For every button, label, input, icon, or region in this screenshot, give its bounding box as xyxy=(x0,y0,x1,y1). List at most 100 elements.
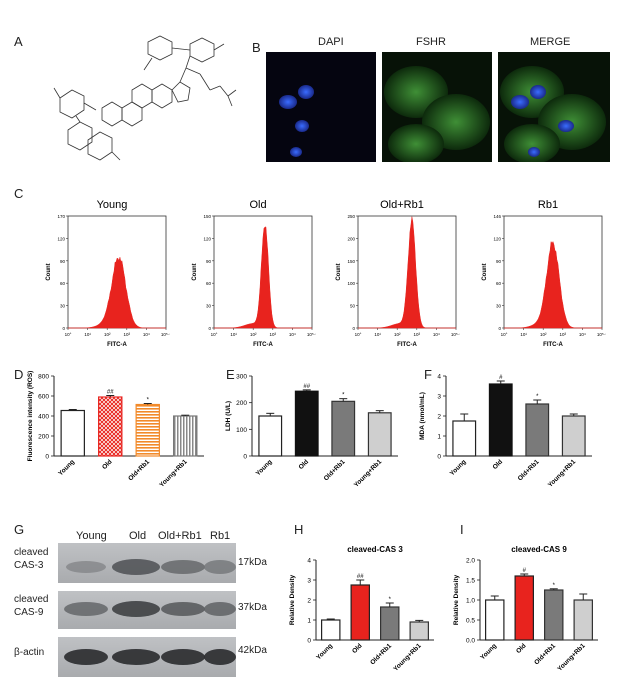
western-blot: Young Old Old+Rb1 Rb1 cleaved CAS-3 clea… xyxy=(14,527,292,692)
x-tick-label: Old+Rb1 xyxy=(127,458,151,482)
flow-ytick-label: 170 xyxy=(57,214,65,219)
flow-histogram-fill xyxy=(358,216,456,329)
flow-histogram-1: Old 0 30 60 90 120 150 10° 10¹ 10² 10³ 10⁴ 10⁵·⁴ FITC… xyxy=(192,199,316,348)
flow-xtick-label: 10° xyxy=(501,332,508,337)
panel-label-a: A xyxy=(14,34,23,49)
kda-cas9: 37kDa xyxy=(238,602,267,613)
blot-cas9 xyxy=(58,591,236,629)
flow-ytick-label: 120 xyxy=(57,236,65,241)
y-tick-label: 300 xyxy=(236,374,247,381)
bar xyxy=(350,584,370,641)
row-label-actin: β-actin xyxy=(14,647,45,658)
bar xyxy=(294,390,319,457)
bar xyxy=(525,403,550,457)
row-label-cas3-b: CAS-3 xyxy=(14,560,44,571)
y-tick-label: 0 xyxy=(307,638,311,645)
flow-xtick-label: 10¹ xyxy=(520,332,527,337)
y-tick-label: 1 xyxy=(437,434,441,441)
flow-ytick-label: 50 xyxy=(350,304,356,309)
y-axis-label: Relative Density xyxy=(453,575,460,626)
flow-xtick-label: 10³ xyxy=(560,332,567,337)
significance-mark: # xyxy=(499,375,503,381)
y-tick-label: 1.0 xyxy=(466,598,475,605)
ginsenoside-structure-figure xyxy=(53,35,237,161)
bar xyxy=(98,396,123,457)
x-tick-label: Young xyxy=(479,642,498,661)
flow-xtick-label: 10³ xyxy=(414,332,421,337)
bar xyxy=(485,599,505,641)
dapi-image xyxy=(266,52,376,162)
panel-label-e: E xyxy=(226,367,235,382)
flow-xtick-label: 10³ xyxy=(124,332,131,337)
flow-xlabel: FITC-A xyxy=(253,342,273,348)
panel-label-g: G xyxy=(14,522,25,537)
flow-xtick-label: 10² xyxy=(394,332,401,337)
flow-ytick-label: 146 xyxy=(493,214,501,219)
bar xyxy=(135,403,160,457)
bar xyxy=(331,400,356,457)
lane-old: Old xyxy=(129,530,147,542)
flow-xtick-label: 10⁴ xyxy=(433,332,440,337)
significance-mark: ## xyxy=(107,390,114,396)
x-tick-label: Old+Rb1 xyxy=(533,642,557,666)
blot-images xyxy=(58,543,236,677)
y-axis-label: Fluorescence intensity (ROS) xyxy=(27,371,34,462)
fshr-image xyxy=(382,52,492,162)
flow-ylabel: Count xyxy=(482,263,488,280)
flow-xtick-label: 10³ xyxy=(270,332,277,337)
label-dapi: DAPI xyxy=(318,36,344,48)
panel-label-d: D xyxy=(14,367,24,382)
x-tick-label: Old xyxy=(351,642,364,655)
row-label-cas9-b: CAS-9 xyxy=(14,607,44,618)
x-tick-label: Old xyxy=(515,642,528,655)
chart-title: cleaved-CAS 3 xyxy=(347,545,403,554)
bar xyxy=(321,619,341,641)
label-fshr: FSHR xyxy=(416,36,446,48)
panel-label-f: F xyxy=(424,367,432,382)
flow-ytick-label: 250 xyxy=(347,214,355,219)
x-tick-label: Young xyxy=(315,642,334,661)
flow-ytick-label: 0 xyxy=(208,326,211,331)
significance-mark: * xyxy=(536,394,539,400)
bar-chart-d: 0 200 400 600 800 Fluorescence intensity (ROS… xyxy=(27,371,204,489)
flow-xtick-label: 10⁵·⁴ xyxy=(307,332,316,337)
flow-histogram-fill xyxy=(504,240,602,329)
flow-ytick-label: 120 xyxy=(203,236,211,241)
flow-histogram-2: Old+Rb1 0 50 100 150 200 250 10° 10¹ 10² 10³ 10⁴ 10⁵… xyxy=(336,199,460,348)
flow-xtick-label: 10⁴ xyxy=(289,332,296,337)
significance-mark: * xyxy=(147,398,150,404)
flow-ytick-label: 120 xyxy=(493,236,501,241)
flow-ytick-label: 0 xyxy=(62,326,65,331)
bar xyxy=(409,621,429,641)
kda-cas3: 17kDa xyxy=(238,557,267,568)
flow-ytick-label: 150 xyxy=(203,214,211,219)
bar xyxy=(173,415,198,457)
bar-chart-e: 0 100 200 300 LDH (U/L) Young ## Old * Old+Rb1 You… xyxy=(225,374,398,489)
flow-ytick-label: 30 xyxy=(496,304,502,309)
bar-chart-f: 0 1 2 3 4 MDA (nmol/mL) Young # Old * Old+Rb1 Young… xyxy=(419,374,592,489)
y-tick-label: 0 xyxy=(45,454,49,461)
bar xyxy=(488,383,513,457)
significance-mark: # xyxy=(523,568,527,574)
flow-ytick-label: 60 xyxy=(206,281,212,286)
x-tick-label: Old xyxy=(492,458,505,471)
kda-actin: 42kDa xyxy=(238,645,267,656)
lane-old-rb1: Old+Rb1 xyxy=(158,530,202,542)
merge-image xyxy=(498,52,610,162)
lane-young: Young xyxy=(76,530,107,542)
flow-title: Old xyxy=(249,199,266,211)
flow-xlabel: FITC-A xyxy=(543,342,563,348)
blot-actin xyxy=(58,637,236,677)
x-tick-label: Young+Rb1 xyxy=(547,458,578,489)
flow-ytick-label: 30 xyxy=(60,304,66,309)
x-tick-label: Old+Rb1 xyxy=(517,458,541,482)
flow-ytick-label: 90 xyxy=(496,259,502,264)
flow-xtick-label: 10¹ xyxy=(230,332,237,337)
x-tick-label: Old xyxy=(298,458,311,471)
flow-xlabel: FITC-A xyxy=(397,342,417,348)
flow-ytick-label: 0 xyxy=(352,326,355,331)
flow-ytick-label: 100 xyxy=(347,281,355,286)
flow-histogram-fill xyxy=(214,226,312,329)
bar-chart-h: cleaved-CAS 3 0 1 2 3 4 Relative Density Young #… xyxy=(289,545,434,673)
panel-label-h: H xyxy=(294,522,304,537)
